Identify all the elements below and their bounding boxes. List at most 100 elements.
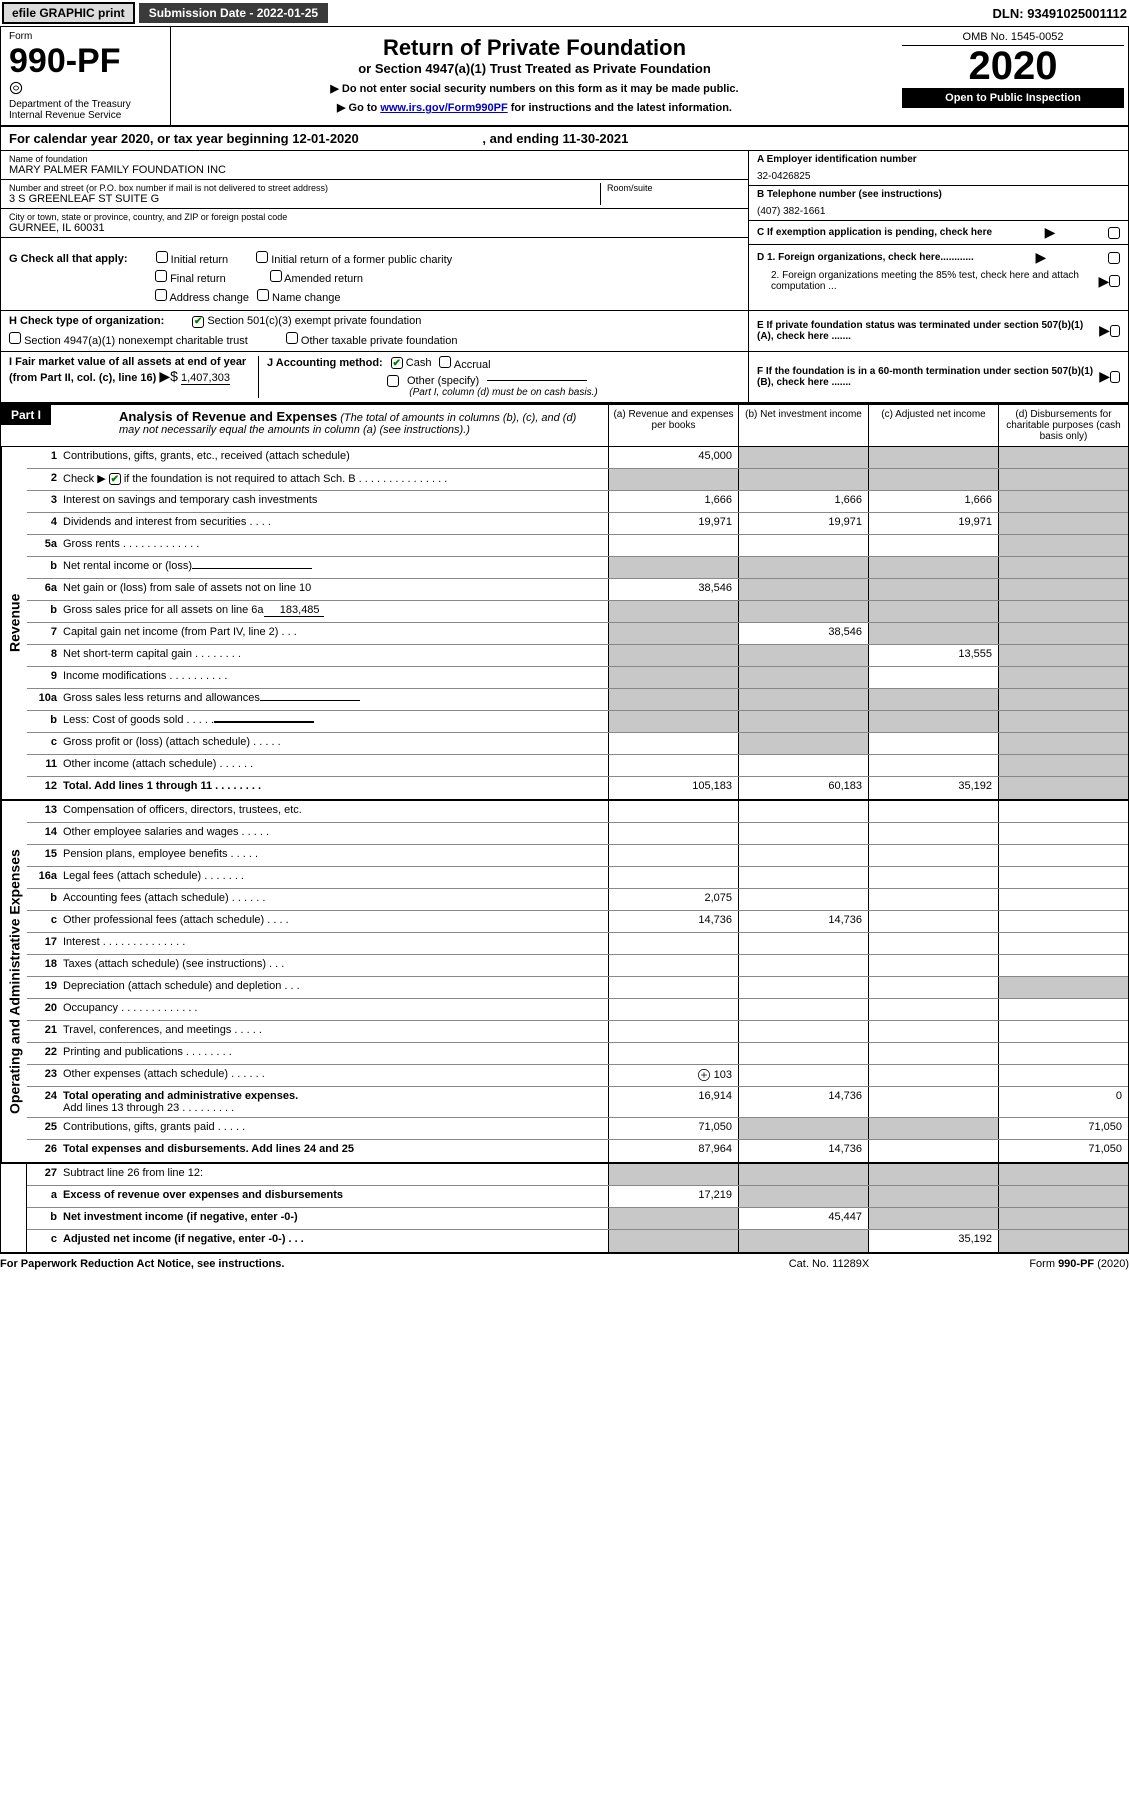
l18-num: 18: [27, 955, 63, 976]
h-4947-checkbox[interactable]: [9, 332, 21, 344]
l27b-desc: Net investment income (if negative, ente…: [63, 1208, 608, 1229]
f-label: F If the foundation is in a 60-month ter…: [757, 366, 1099, 388]
l5a-b: [738, 535, 868, 556]
section-g: G Check all that apply: Initial return I…: [0, 245, 1129, 311]
g-address-checkbox[interactable]: [155, 289, 167, 301]
g-name-checkbox[interactable]: [257, 289, 269, 301]
h-501c3-checkbox[interactable]: [192, 316, 204, 328]
l19-desc: Depreciation (attach schedule) and deple…: [63, 977, 608, 998]
h-other-checkbox[interactable]: [286, 332, 298, 344]
j-other-checkbox[interactable]: [387, 375, 399, 387]
l23-b: [738, 1065, 868, 1086]
j-note: (Part I, column (d) must be on cash basi…: [267, 387, 740, 398]
c-cell: C If exemption application is pending, c…: [749, 221, 1128, 245]
l27c-b: [738, 1230, 868, 1252]
l2-checkbox[interactable]: [109, 473, 121, 485]
cal-begin: 12-01-2020: [292, 131, 359, 146]
submission-date-button[interactable]: Submission Date - 2022-01-25: [139, 3, 328, 23]
j-cash-checkbox[interactable]: [391, 357, 403, 369]
arrow-icon: ▶: [1035, 249, 1046, 266]
l20-desc: Occupancy . . . . . . . . . . . . .: [63, 999, 608, 1020]
g-initial-former-checkbox[interactable]: [256, 251, 268, 263]
e-checkbox[interactable]: [1110, 325, 1120, 337]
c-checkbox[interactable]: [1108, 227, 1120, 239]
j-accrual-checkbox[interactable]: [439, 356, 451, 368]
l6a-a: 38,546: [608, 579, 738, 600]
part1-header-row: Part I Analysis of Revenue and Expenses …: [0, 404, 1129, 447]
h-4947-label: Section 4947(a)(1) nonexempt charitable …: [24, 335, 248, 347]
l22-b: [738, 1043, 868, 1064]
room-label: Room/suite: [607, 183, 740, 193]
l16b-a: 2,075: [608, 889, 738, 910]
l22-a: [608, 1043, 738, 1064]
l10b-num: b: [27, 711, 63, 732]
g-amended-checkbox[interactable]: [270, 270, 282, 282]
l9-d: [998, 667, 1128, 688]
form990pf-link[interactable]: www.irs.gov/Form990PF: [380, 102, 507, 114]
l27b-num: b: [27, 1208, 63, 1229]
l26-c: [868, 1140, 998, 1162]
l12-b: 60,183: [738, 777, 868, 799]
foundation-name: MARY PALMER FAMILY FOUNDATION INC: [9, 164, 740, 176]
l23-num: 23: [27, 1065, 63, 1086]
l1-b: [738, 447, 868, 468]
l4-b: 19,971: [738, 513, 868, 534]
attachment-icon[interactable]: [697, 1068, 711, 1082]
g-initial-label: Initial return: [171, 254, 228, 266]
l6b-desc: Gross sales price for all assets on line…: [63, 601, 608, 622]
revenue-label: Revenue: [1, 447, 27, 799]
dept-label: Department of the Treasury: [9, 99, 162, 110]
l6b-amt: 183,485: [264, 604, 324, 617]
l27a-desc: Excess of revenue over expenses and disb…: [63, 1186, 608, 1207]
d1-checkbox[interactable]: [1108, 252, 1120, 264]
l26-num: 26: [27, 1140, 63, 1162]
l11-a: [608, 755, 738, 776]
city-cell: City or town, state or province, country…: [1, 209, 748, 238]
l10b-a: [608, 711, 738, 732]
form-number: 990-PF: [9, 42, 162, 81]
l10c-d: [998, 733, 1128, 754]
l27a-num: a: [27, 1186, 63, 1207]
l10c-c: [868, 733, 998, 754]
l10a-d: [998, 689, 1128, 710]
l16b-desc: Accounting fees (attach schedule) . . . …: [63, 889, 608, 910]
g-initial-checkbox[interactable]: [156, 251, 168, 263]
l19-a: [608, 977, 738, 998]
irs-logo-icon: [9, 81, 23, 95]
l1-num: 1: [27, 447, 63, 468]
l14-c: [868, 823, 998, 844]
l24-d: 0: [998, 1087, 1128, 1117]
arrow-icon: ▶: [1099, 322, 1110, 339]
l12-d: [998, 777, 1128, 799]
l6a-c: [868, 579, 998, 600]
l12-c: 35,192: [868, 777, 998, 799]
l19-b: [738, 977, 868, 998]
l15-d: [998, 845, 1128, 866]
l5a-desc: Gross rents . . . . . . . . . . . . .: [63, 535, 608, 556]
l10a-c: [868, 689, 998, 710]
g-final-checkbox[interactable]: [155, 270, 167, 282]
l27-d: [998, 1164, 1128, 1185]
l26-d: 71,050: [998, 1140, 1128, 1162]
l14-a: [608, 823, 738, 844]
l20-num: 20: [27, 999, 63, 1020]
l24-a: 16,914: [608, 1087, 738, 1117]
phone-value: (407) 382-1661: [757, 206, 1120, 217]
l5b-a: [608, 557, 738, 578]
d2-checkbox[interactable]: [1109, 275, 1120, 287]
l6b-c: [868, 601, 998, 622]
efile-button[interactable]: efile GRAPHIC print: [2, 2, 135, 24]
addr-label: Number and street (or P.O. box number if…: [9, 183, 600, 193]
l24-b: 14,736: [738, 1087, 868, 1117]
l4-c: 19,971: [868, 513, 998, 534]
ein-label: A Employer identification number: [757, 154, 1120, 165]
l23-c: [868, 1065, 998, 1086]
l27c-a: [608, 1230, 738, 1252]
l27c-d: [998, 1230, 1128, 1252]
l11-c: [868, 755, 998, 776]
l26-desc: Total expenses and disbursements. Add li…: [63, 1140, 608, 1162]
address-value: 3 S GREENLEAF ST SUITE G: [9, 193, 600, 205]
l19-c: [868, 977, 998, 998]
instr2-post: for instructions and the latest informat…: [508, 102, 732, 114]
f-checkbox[interactable]: [1110, 371, 1120, 383]
